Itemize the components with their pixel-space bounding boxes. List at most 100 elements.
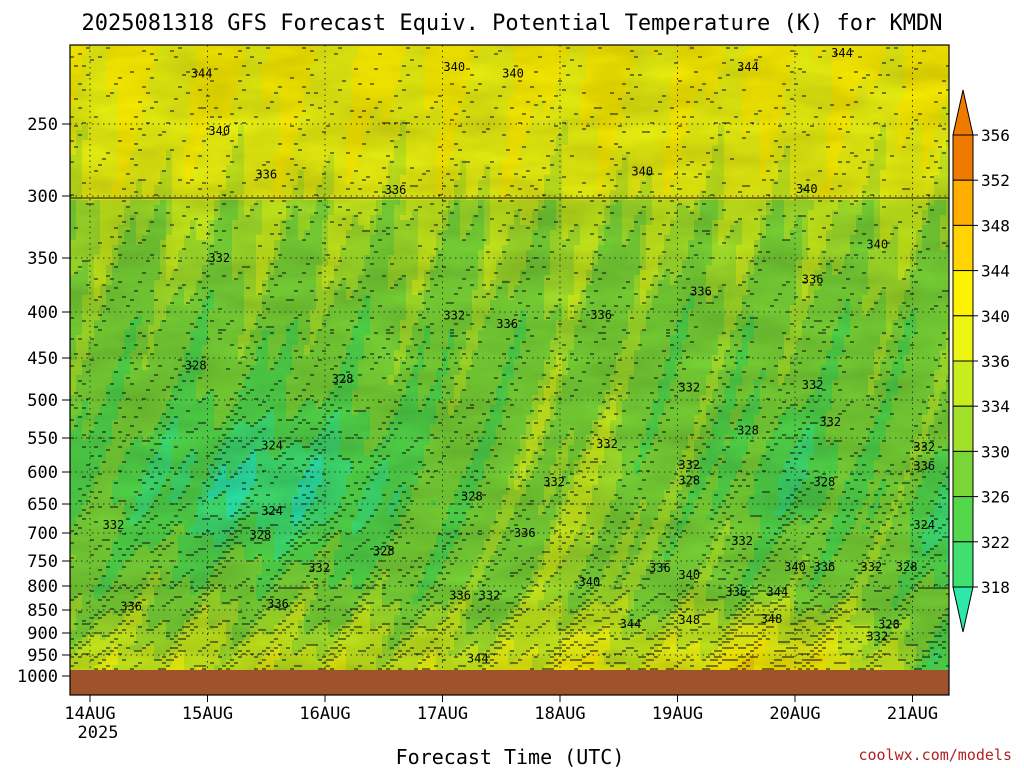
contour-label: 332 — [543, 475, 565, 489]
colorbar-label: 336 — [981, 352, 1010, 371]
y-tick-label: 1000 — [17, 667, 58, 687]
terrain-surface — [70, 670, 949, 695]
contour-label: 336 — [590, 308, 612, 322]
contour-label: 344 — [191, 66, 213, 80]
contour-label: 332 — [308, 561, 330, 575]
contour-label: 324 — [261, 438, 283, 452]
contour-label: 332 — [678, 458, 700, 472]
contour-label: 332 — [861, 560, 883, 574]
contour-label: 328 — [878, 618, 900, 632]
colorbar-label: 326 — [981, 488, 1010, 507]
contour-label: 336 — [255, 167, 277, 181]
texture-overlay — [70, 45, 949, 695]
contour-label: 328 — [678, 473, 700, 487]
contour-labels: 344 340 340 344 344 340 336 336 340 340 340 332 336 3… — [103, 46, 935, 665]
y-tick-label: 450 — [27, 349, 58, 369]
contour-label: 344 — [620, 617, 642, 631]
contour-label: 340 — [443, 60, 465, 74]
contour-label: 336 — [120, 600, 142, 614]
colorbar-segment — [952, 134, 974, 181]
contour-label: 344 — [467, 651, 489, 665]
colorbar-label: 356 — [981, 126, 1010, 145]
x-tick-label: 18AUG — [534, 704, 585, 724]
y-tick-label: 750 — [27, 552, 58, 572]
contour-label: 340 — [678, 568, 700, 582]
colorbar-label: 318 — [981, 578, 1010, 597]
x-year-label: 2025 — [78, 723, 119, 743]
contour-label: 336 — [385, 183, 407, 197]
contour-label: 344 — [737, 60, 759, 74]
colorbar-segment — [952, 541, 974, 588]
y-tick-label: 300 — [27, 187, 58, 207]
x-tick-label: 21AUG — [887, 704, 938, 724]
contour-label: 332 — [596, 437, 618, 451]
colorbar-segment — [952, 315, 974, 362]
contour-label: 328 — [896, 560, 918, 574]
contour-label: 348 — [678, 613, 700, 627]
y-tick-label: 350 — [27, 249, 58, 269]
chart-title: 2025081318 GFS Forecast Equiv. Potential… — [82, 11, 943, 36]
colorbar-segment — [952, 496, 974, 543]
x-tick-label: 20AUG — [769, 704, 820, 724]
contour-label: 332 — [866, 630, 888, 644]
x-tick-label: 15AUG — [182, 704, 233, 724]
contour-label: 336 — [514, 526, 536, 540]
colorbar-label: 352 — [981, 171, 1010, 190]
contour-label: 332 — [802, 378, 824, 392]
contour-label: 324 — [913, 518, 935, 532]
contour-label: 328 — [250, 528, 272, 542]
y-tick-label: 850 — [27, 601, 58, 621]
y-tick-label: 250 — [27, 115, 58, 135]
x-axis-label: Forecast Time (UTC) — [396, 745, 625, 768]
y-axis: 250 300 350 400 450 500 550 600 650 700 750 800 850 9… — [17, 115, 70, 687]
contour-label: 332 — [678, 380, 700, 394]
colorbar-label: 348 — [981, 216, 1010, 235]
plot-frame — [69, 44, 950, 696]
contour-label: 332 — [819, 415, 841, 429]
contour-label: 324 — [261, 504, 283, 518]
colorbar: 356 352 348 344 340 336 334 330 326 322 318 — [952, 89, 1010, 633]
colorbar-segment — [952, 224, 974, 272]
y-tick-label: 950 — [27, 646, 58, 666]
contour-label: 336 — [913, 459, 935, 473]
contour-label: 328 — [373, 544, 395, 558]
contour-label: 328 — [814, 475, 836, 489]
colorbar-segment — [952, 360, 974, 407]
colorbar-segment — [952, 405, 974, 452]
credit-text: coolwx.com/models — [858, 746, 1012, 764]
contour-label: 340 — [631, 165, 653, 179]
contour-label: 336 — [267, 597, 289, 611]
colorbar-label: 334 — [981, 397, 1010, 416]
contour-label: 332 — [731, 534, 753, 548]
colorbar-cap-bottom — [952, 586, 974, 633]
contour-label: 336 — [690, 284, 712, 298]
colorbar-segment — [952, 450, 974, 498]
contour-label: 340 — [502, 66, 524, 80]
contour-label: 328 — [332, 372, 354, 386]
contour-label: 340 — [784, 560, 806, 574]
contour-label: 336 — [496, 317, 518, 331]
contour-label: 340 — [866, 237, 888, 251]
colorbar-segment — [952, 270, 974, 317]
y-tick-label: 800 — [27, 577, 58, 597]
contour-label: 336 — [449, 589, 471, 603]
y-tick-label: 700 — [27, 524, 58, 544]
contour-label: 332 — [479, 589, 501, 603]
contour-label: 328 — [461, 489, 483, 503]
contour-label: 336 — [802, 273, 824, 287]
plot-area: 344 340 340 344 344 340 336 336 340 340 340 332 336 3… — [70, 45, 949, 695]
grid-lines — [70, 45, 949, 670]
contour-label: 332 — [913, 440, 935, 454]
colorbar-segment — [952, 179, 974, 226]
contour-label: 336 — [725, 585, 747, 599]
contour-label: 332 — [443, 309, 465, 323]
colorbar-label: 322 — [981, 533, 1010, 552]
contour-label: 340 — [579, 575, 601, 589]
contour-label: 340 — [796, 182, 818, 196]
contour-label: 328 — [185, 359, 207, 373]
y-tick-label: 400 — [27, 303, 58, 323]
contour-label: 332 — [208, 251, 230, 265]
colorbar-label: 330 — [981, 442, 1010, 461]
contour-label: 340 — [208, 124, 230, 138]
